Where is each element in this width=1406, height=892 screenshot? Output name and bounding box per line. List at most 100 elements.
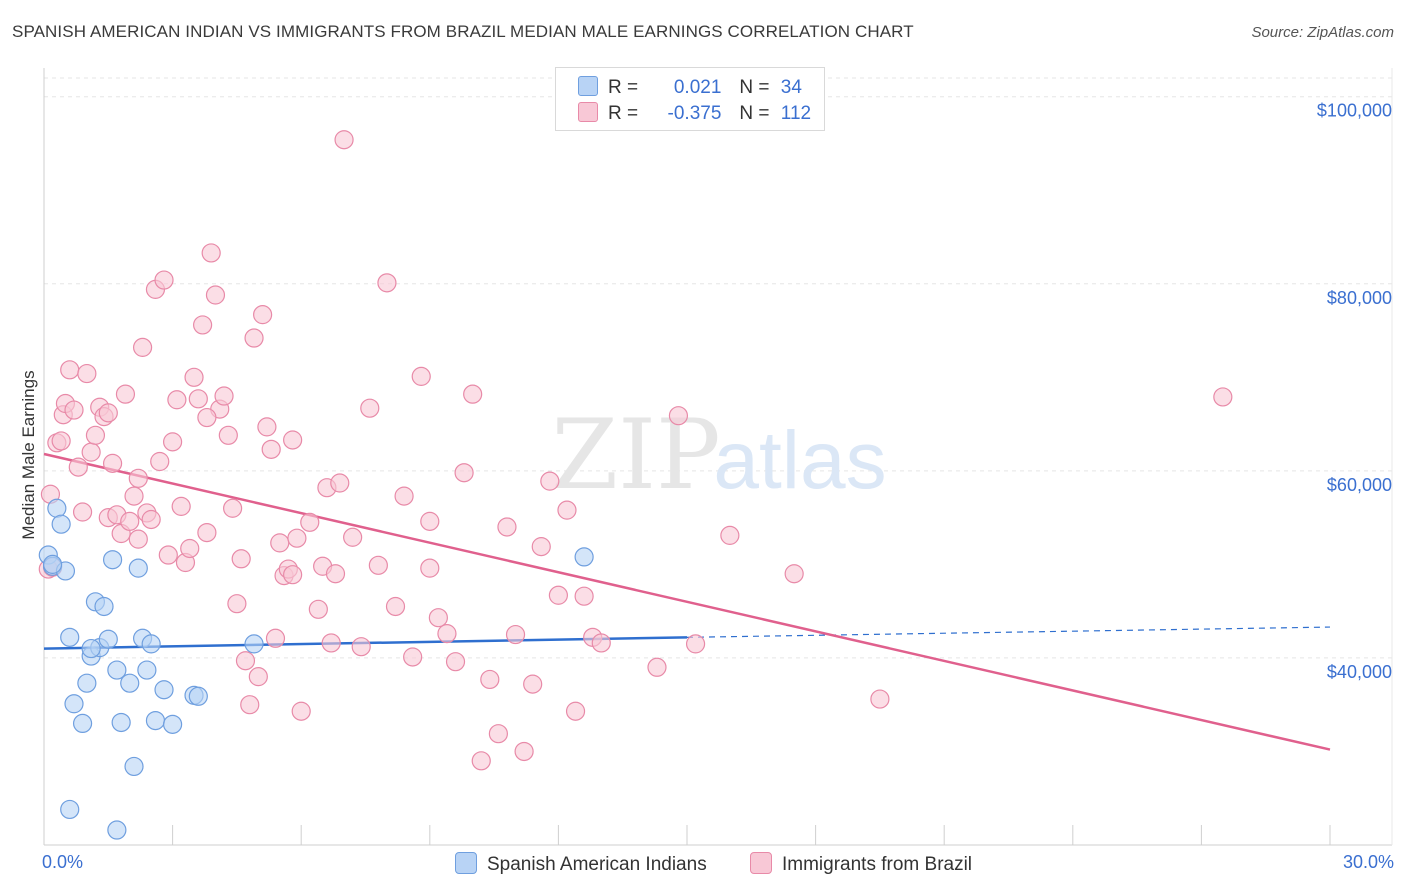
point-immigrants-from-brazil — [81, 442, 101, 462]
correlation-legend: R = 0.021 N = 34 R = -0.375 N = 112 — [555, 67, 825, 131]
point-spanish-american-indians — [574, 547, 594, 567]
point-spanish-american-indians — [94, 596, 114, 617]
point-immigrants-from-brazil — [188, 389, 208, 409]
point-immigrants-from-brazil — [85, 425, 106, 445]
source-label: Source: ZipAtlas.com — [1251, 24, 1394, 41]
trendline-immigrants-from-brazil — [43, 452, 1331, 751]
point-spanish-american-indians — [141, 634, 161, 654]
point-immigrants-from-brazil — [244, 328, 264, 348]
point-immigrants-from-brazil — [51, 431, 71, 451]
point-immigrants-from-brazil — [531, 537, 551, 557]
point-spanish-american-indians — [120, 673, 140, 693]
legend-r-value-pink: -0.375 — [667, 103, 722, 124]
point-immigrants-from-brazil — [334, 130, 354, 150]
point-spanish-american-indians — [163, 714, 183, 734]
point-spanish-american-indians — [124, 756, 144, 777]
point-immigrants-from-brazil — [227, 594, 247, 614]
y-axis-label: Median Male Earnings — [19, 370, 38, 539]
legend-swatch-blue — [455, 852, 477, 874]
y-tick-label: $40,000 — [1327, 662, 1392, 682]
point-immigrants-from-brazil — [685, 634, 706, 654]
point-immigrants-from-brazil — [253, 305, 273, 325]
legend-n-label: N = — [739, 77, 770, 98]
point-spanish-american-indians — [244, 634, 264, 654]
point-immigrants-from-brazil — [720, 525, 740, 545]
point-immigrants-from-brazil — [514, 741, 534, 762]
legend-item-spanish-american-indians: Spanish American Indians — [455, 852, 707, 876]
chart-title: SPANISH AMERICAN INDIAN VS IMMIGRANTS FR… — [12, 22, 914, 41]
point-immigrants-from-brazil — [330, 473, 350, 493]
point-immigrants-from-brazil — [235, 651, 256, 671]
point-immigrants-from-brazil — [557, 500, 577, 520]
point-immigrants-from-brazil — [488, 724, 508, 744]
point-spanish-american-indians — [107, 660, 127, 680]
point-spanish-american-indians — [60, 627, 80, 647]
point-immigrants-from-brazil — [368, 555, 388, 575]
point-immigrants-from-brazil — [591, 633, 611, 653]
point-immigrants-from-brazil — [287, 528, 307, 548]
point-immigrants-from-brazil — [197, 407, 217, 428]
point-immigrants-from-brazil — [300, 512, 320, 532]
point-immigrants-from-brazil — [394, 486, 414, 506]
point-immigrants-from-brazil — [201, 243, 221, 263]
legend-n-value-blue: 34 — [780, 77, 802, 98]
legend-swatch-pink — [750, 852, 772, 874]
legend-label-spanish-american-indians: Spanish American Indians — [487, 854, 707, 875]
point-immigrants-from-brazil — [784, 564, 804, 584]
point-immigrants-from-brazil — [231, 549, 251, 569]
point-immigrants-from-brazil — [223, 498, 243, 518]
point-spanish-american-indians — [47, 498, 67, 518]
point-immigrants-from-brazil — [548, 585, 569, 605]
point-immigrants-from-brazil — [463, 384, 483, 404]
point-immigrants-from-brazil — [120, 511, 140, 531]
point-spanish-american-indians — [107, 820, 127, 840]
point-immigrants-from-brazil — [132, 337, 153, 357]
x-axis-min-label: 0.0% — [42, 852, 84, 872]
y-tick-label: $80,000 — [1327, 288, 1392, 308]
point-immigrants-from-brazil — [197, 522, 217, 543]
point-immigrants-from-brazil — [437, 624, 457, 644]
point-immigrants-from-brazil — [291, 701, 311, 721]
point-immigrants-from-brazil — [283, 565, 303, 585]
legend-r-label: R = — [608, 77, 639, 98]
point-immigrants-from-brazil — [480, 669, 500, 690]
point-immigrants-from-brazil — [218, 425, 238, 445]
point-spanish-american-indians — [137, 660, 157, 680]
point-immigrants-from-brazil — [325, 564, 346, 584]
point-spanish-american-indians — [81, 638, 101, 659]
point-immigrants-from-brazil — [72, 502, 93, 522]
point-immigrants-from-brazil — [321, 633, 341, 653]
point-spanish-american-indians — [77, 673, 97, 693]
point-immigrants-from-brazil — [184, 367, 204, 387]
y-tick-label: $60,000 — [1327, 475, 1392, 495]
point-spanish-american-indians — [145, 710, 166, 731]
legend-label-immigrants-from-brazil: Immigrants from Brazil — [782, 854, 973, 875]
point-immigrants-from-brazil — [270, 533, 290, 553]
point-immigrants-from-brazil — [428, 608, 448, 628]
point-immigrants-from-brazil — [150, 451, 170, 472]
point-spanish-american-indians — [64, 694, 84, 714]
point-spanish-american-indians — [154, 680, 174, 700]
legend-row-spanish-american-indians: R = 0.021 N = 34 — [578, 76, 802, 100]
point-immigrants-from-brazil — [64, 400, 84, 420]
point-immigrants-from-brazil — [647, 657, 667, 677]
point-spanish-american-indians — [102, 550, 123, 570]
point-immigrants-from-brazil — [505, 624, 526, 645]
point-immigrants-from-brazil — [445, 652, 466, 672]
point-immigrants-from-brazil — [385, 596, 406, 617]
point-immigrants-from-brazil — [154, 270, 174, 290]
x-axis-max-label: 30.0% — [1342, 852, 1394, 872]
legend-item-immigrants-from-brazil: Immigrants from Brazil — [750, 852, 972, 876]
point-immigrants-from-brazil — [497, 517, 517, 537]
point-immigrants-from-brazil — [205, 285, 226, 305]
point-spanish-american-indians — [60, 799, 80, 820]
legend-swatch-blue — [578, 76, 598, 96]
point-spanish-american-indians — [188, 686, 208, 706]
legend-swatch-pink — [578, 102, 598, 122]
point-immigrants-from-brazil — [171, 496, 191, 516]
series-legend: Spanish American Indians Immigrants from… — [0, 852, 1406, 878]
point-immigrants-from-brazil — [77, 363, 97, 384]
point-immigrants-from-brazil — [870, 689, 890, 709]
point-immigrants-from-brazil — [248, 667, 268, 687]
legend-row-immigrants-from-brazil: R = -0.375 N = 112 — [578, 102, 811, 126]
